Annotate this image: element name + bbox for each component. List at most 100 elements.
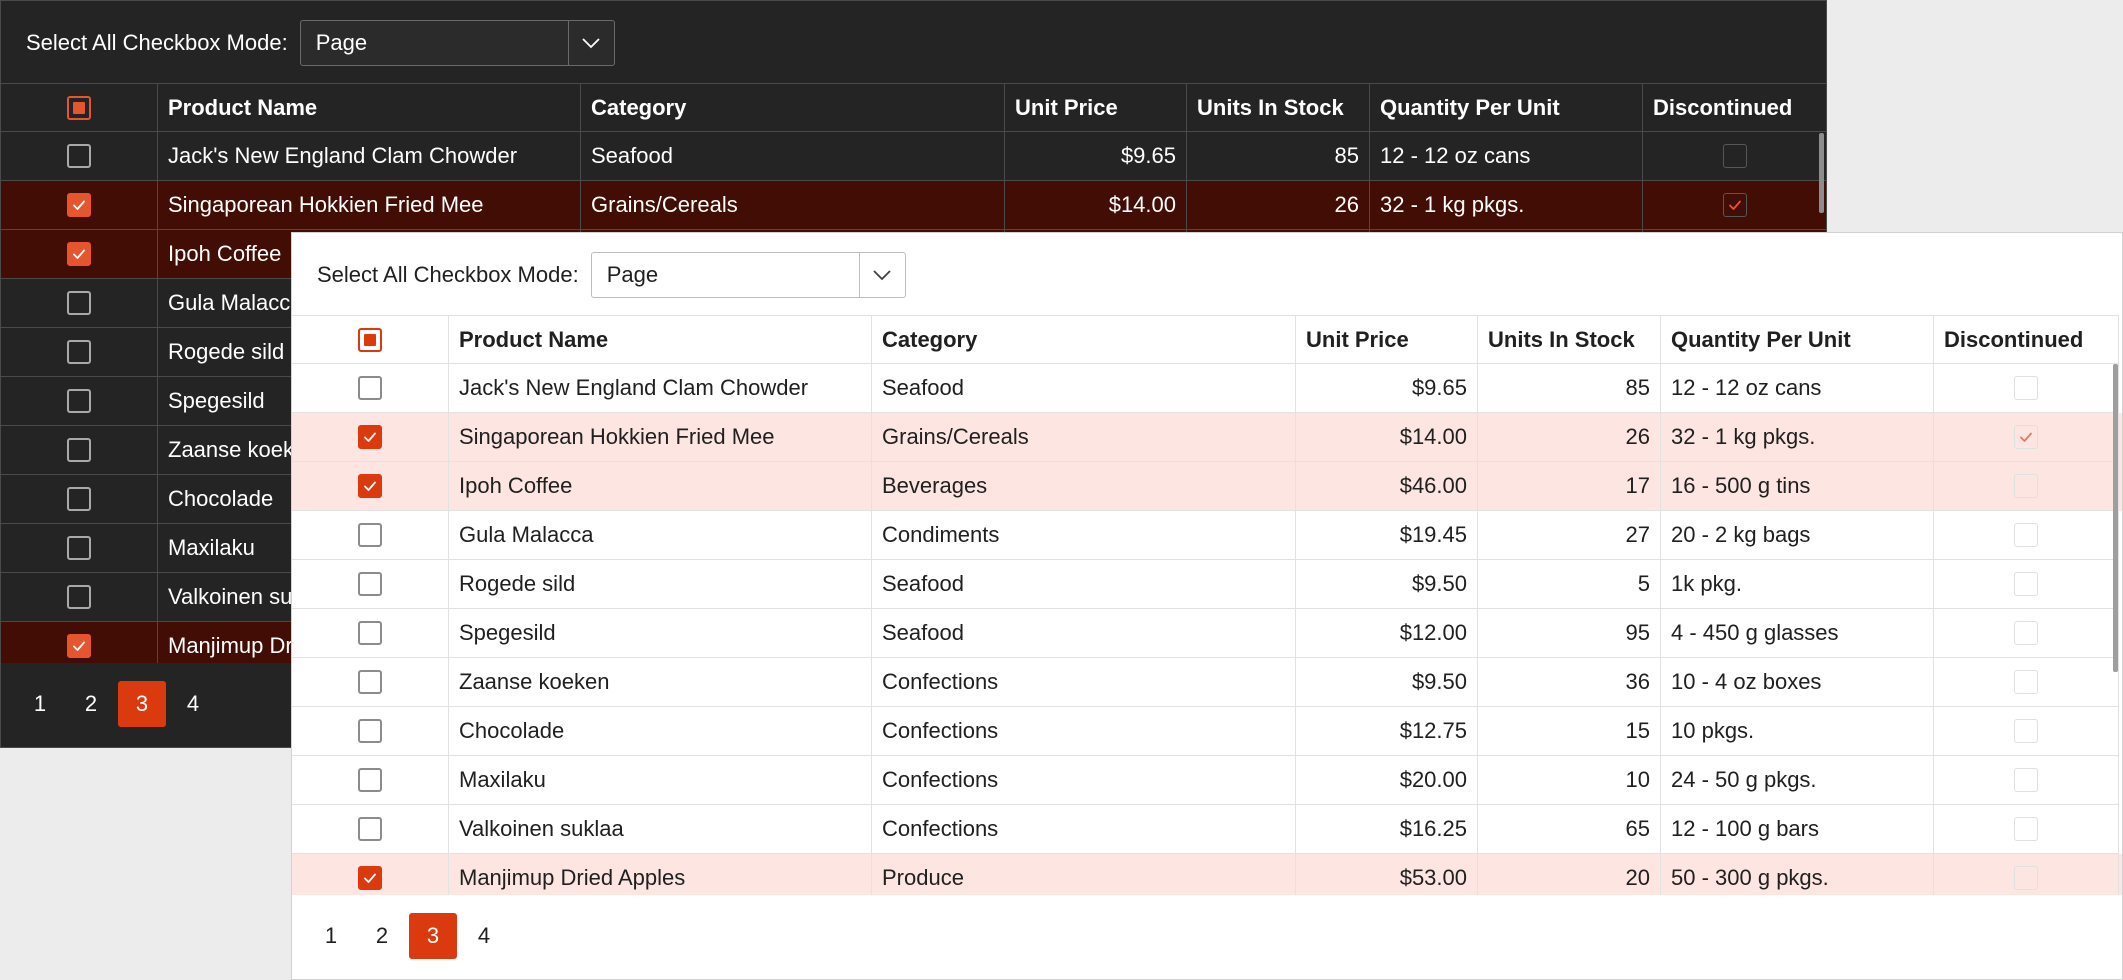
row-select-checkbox[interactable] — [67, 536, 91, 560]
row-select-checkbox[interactable] — [67, 291, 91, 315]
grid-body: Jack's New England Clam Chowder Seafood $9… — [292, 364, 2122, 895]
cell-category: Produce — [872, 854, 1296, 895]
column-header-category[interactable]: Category — [581, 83, 1005, 132]
table-row[interactable]: Jack's New England Clam Chowder Seafood $9… — [1, 132, 1826, 181]
page-button-4[interactable]: 4 — [186, 691, 200, 716]
row-select-cell — [292, 462, 449, 511]
check-icon — [73, 249, 85, 259]
row-select-checkbox[interactable] — [358, 621, 382, 645]
row-select-checkbox[interactable] — [358, 474, 382, 498]
row-select-checkbox[interactable] — [67, 389, 91, 413]
cell-quantity-per-unit: 10 - 4 oz boxes — [1661, 658, 1934, 707]
column-header-quantity-per-unit[interactable]: Quantity Per Unit — [1370, 83, 1643, 132]
row-select-checkbox[interactable] — [358, 719, 382, 743]
row-select-checkbox[interactable] — [358, 768, 382, 792]
check-icon — [1729, 200, 1741, 210]
cell-unit-price: $9.50 — [1296, 560, 1478, 609]
cell-unit-price: $14.00 — [1005, 181, 1187, 230]
row-select-checkbox[interactable] — [67, 585, 91, 609]
row-select-cell — [1, 426, 158, 475]
vertical-scrollbar[interactable] — [2113, 364, 2118, 672]
row-select-checkbox[interactable] — [358, 425, 382, 449]
row-select-checkbox[interactable] — [67, 193, 91, 217]
cell-discontinued — [1934, 413, 2119, 462]
cell-discontinued — [1934, 805, 2119, 854]
cell-unit-price: $20.00 — [1296, 756, 1478, 805]
cell-product-name: Gula Malacca — [449, 511, 872, 560]
row-select-checkbox[interactable] — [67, 634, 91, 658]
cell-quantity-per-unit: 16 - 500 g tins — [1661, 462, 1934, 511]
column-header-category[interactable]: Category — [872, 315, 1296, 364]
column-header-discontinued[interactable]: Discontinued — [1643, 83, 1826, 132]
select-all-checkbox[interactable] — [67, 95, 91, 120]
cell-category: Confections — [872, 756, 1296, 805]
row-select-checkbox[interactable] — [67, 144, 91, 168]
column-header-units-in-stock[interactable]: Units In Stock — [1187, 83, 1370, 132]
chevron-down-icon — [873, 269, 891, 280]
cell-units-in-stock: 65 — [1478, 805, 1661, 854]
cell-quantity-per-unit: 1k pkg. — [1661, 560, 1934, 609]
select-all-mode-dropdown[interactable]: Page — [590, 251, 906, 298]
row-select-checkbox[interactable] — [67, 340, 91, 364]
column-header-product-name[interactable]: Product Name — [158, 83, 581, 132]
table-row[interactable]: Singaporean Hokkien Fried Mee Grains/Cere… — [1, 181, 1826, 230]
select-all-mode-dropdown[interactable]: Page — [299, 19, 615, 66]
cell-product-name: Ipoh Coffee — [449, 462, 872, 511]
cell-quantity-per-unit: 32 - 1 kg pkgs. — [1370, 181, 1643, 230]
select-all-checkbox[interactable] — [358, 327, 382, 352]
row-select-cell — [292, 707, 449, 756]
cell-product-name: Spegesild — [449, 609, 872, 658]
row-select-checkbox[interactable] — [67, 242, 91, 266]
cell-unit-price: $12.00 — [1296, 609, 1478, 658]
page-button-3[interactable]: 3 — [409, 913, 457, 959]
select-all-mode-value: Page — [315, 29, 368, 55]
page-button-2[interactable]: 2 — [84, 691, 98, 716]
dropdown-button[interactable] — [858, 252, 905, 297]
page-button-1[interactable]: 1 — [324, 923, 338, 948]
dropdown-button[interactable] — [567, 20, 614, 65]
select-all-mode-label: Select All Checkbox Mode: — [317, 261, 579, 287]
column-header-quantity-per-unit[interactable]: Quantity Per Unit — [1661, 315, 1934, 364]
table-row[interactable]: Jack's New England Clam Chowder Seafood $9… — [292, 364, 2122, 413]
table-row[interactable]: Singaporean Hokkien Fried Mee Grains/Cere… — [292, 413, 2122, 462]
cell-units-in-stock: 36 — [1478, 658, 1661, 707]
column-header-units-in-stock[interactable]: Units In Stock — [1478, 315, 1661, 364]
row-select-checkbox[interactable] — [358, 670, 382, 694]
cell-product-name: Gula Malacca — [158, 279, 581, 328]
column-header-unit-price[interactable]: Unit Price — [1005, 83, 1187, 132]
row-select-cell — [292, 413, 449, 462]
column-header-unit-price[interactable]: Unit Price — [1296, 315, 1478, 364]
row-select-cell — [1, 475, 158, 524]
cell-units-in-stock: 26 — [1478, 413, 1661, 462]
page-button-4[interactable]: 4 — [477, 923, 491, 948]
column-header-discontinued[interactable]: Discontinued — [1934, 315, 2119, 364]
row-select-cell — [292, 609, 449, 658]
row-select-checkbox[interactable] — [358, 572, 382, 596]
cell-quantity-per-unit: 20 - 2 kg bags — [1661, 511, 1934, 560]
row-select-checkbox[interactable] — [358, 523, 382, 547]
row-select-checkbox[interactable] — [358, 376, 382, 400]
page-button-3[interactable]: 3 — [118, 681, 166, 727]
row-select-checkbox[interactable] — [358, 817, 382, 841]
row-select-checkbox[interactable] — [67, 438, 91, 462]
discontinued-checkbox — [2014, 474, 2038, 498]
cell-category: Confections — [872, 658, 1296, 707]
vertical-scrollbar[interactable] — [1819, 133, 1824, 213]
row-select-checkbox[interactable] — [67, 487, 91, 511]
column-header-product-name[interactable]: Product Name — [449, 315, 872, 364]
page-button-2[interactable]: 2 — [375, 923, 389, 948]
toolbar: Select All Checkbox Mode: Page — [1, 1, 1826, 84]
cell-quantity-per-unit: 32 - 1 kg pkgs. — [1661, 413, 1934, 462]
page-button-1[interactable]: 1 — [33, 691, 47, 716]
cell-units-in-stock: 10 — [1478, 756, 1661, 805]
row-select-checkbox[interactable] — [358, 866, 382, 890]
